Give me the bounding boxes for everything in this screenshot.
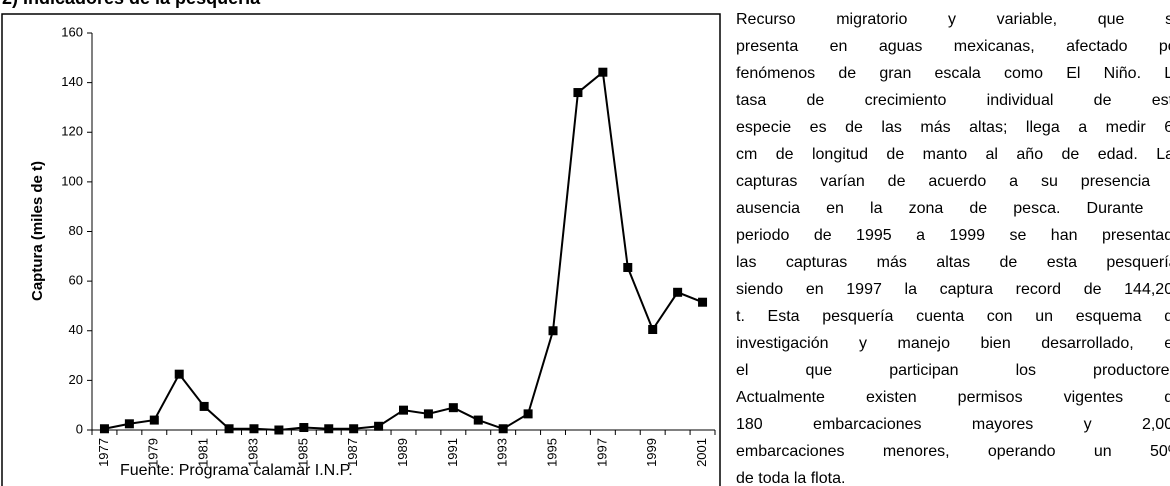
- paragraph: Recurso migratorio y variable, que se pre…: [736, 6, 1170, 486]
- text-line: periodo de 1995 a 1999 se han presentado: [736, 227, 1170, 244]
- x-tick-label: 1993: [495, 438, 510, 467]
- point-marker: [623, 262, 633, 272]
- point-marker: [124, 419, 134, 429]
- text-line: de toda la flota.: [736, 470, 846, 486]
- point-marker: [324, 424, 334, 434]
- chart-frame: [1, 13, 721, 486]
- text-line: Recurso migratorio y variable, que se: [736, 11, 1170, 28]
- text-line: las capturas más altas de esta pesquería…: [736, 254, 1170, 271]
- y-tick-label: 80: [69, 223, 83, 238]
- y-axis-label: Captura (miles de t): [29, 161, 46, 301]
- text-line: tasa de crecimiento individual de esta: [736, 92, 1170, 109]
- y-tick-label: 60: [69, 273, 83, 288]
- x-tick-label: 1989: [395, 438, 410, 467]
- text-line: investigación y manejo bien desarrollado…: [736, 335, 1170, 352]
- point-marker: [698, 297, 708, 307]
- point-marker: [673, 287, 683, 297]
- point-marker: [174, 369, 184, 379]
- text-line: fenómenos de gran escala como El Niño. L…: [736, 65, 1170, 82]
- point-marker: [473, 415, 483, 425]
- point-marker: [399, 405, 408, 415]
- point-marker: [149, 415, 159, 425]
- text-line: siendo en 1997 la captura record de 144,…: [736, 281, 1170, 298]
- point-marker: [423, 409, 433, 419]
- x-tick-label: 1995: [544, 438, 559, 467]
- y-tick-label: 160: [61, 24, 83, 39]
- text-line: especie es de las más altas; llega a med…: [736, 119, 1170, 136]
- point-marker: [598, 67, 608, 77]
- point-marker: [448, 403, 458, 413]
- point-marker: [199, 401, 209, 411]
- text-line: presenta en aguas mexicanas, afectado po…: [736, 38, 1170, 55]
- y-tick-label: 20: [69, 372, 83, 387]
- point-marker: [249, 424, 259, 434]
- y-tick-label: 140: [61, 74, 83, 89]
- y-tick-label: 120: [61, 124, 83, 139]
- x-tick-label: 1991: [445, 438, 460, 467]
- point-marker: [274, 425, 284, 435]
- text-column: Recurso migratorio y variable, que se pre…: [736, 6, 1170, 486]
- x-tick-label: 1981: [196, 438, 211, 467]
- point-marker: [548, 326, 558, 336]
- point-marker: [374, 421, 384, 431]
- text-line: cm de longitud de manto al año de edad. …: [736, 146, 1170, 163]
- point-marker: [349, 424, 359, 434]
- text-line: el que participan los productores.: [736, 362, 1170, 379]
- chart: Captura (miles de t) Fuente: Programa ca…: [1, 13, 721, 486]
- text-line: 180 embarcaciones mayores y 2,000: [736, 416, 1170, 433]
- x-tick-label: 1999: [644, 438, 659, 467]
- point-marker: [498, 424, 508, 434]
- series-line: [104, 70, 703, 432]
- y-tick-label: 40: [69, 322, 83, 337]
- x-tick-label: 1977: [96, 438, 111, 467]
- text-line: embarcaciones menores, operando un 50%: [736, 443, 1170, 460]
- text-line: capturas varían de acuerdo a su presenci…: [736, 173, 1170, 190]
- x-tick-label: 1979: [146, 438, 161, 467]
- y-tick-label: 0: [76, 421, 83, 436]
- x-tick-label: 2001: [694, 438, 709, 467]
- text-line: Actualmente existen permisos vigentes de: [736, 389, 1170, 406]
- x-tick-label: 1983: [245, 438, 260, 467]
- point-marker: [648, 325, 658, 335]
- point-marker: [523, 409, 533, 419]
- point-marker: [99, 424, 109, 434]
- y-tick-label: 100: [61, 173, 83, 188]
- point-marker: [224, 424, 234, 434]
- point-marker: [573, 88, 583, 98]
- x-tick-label: 1985: [295, 438, 310, 467]
- x-tick-label: 1997: [594, 438, 609, 467]
- heading: 2) Indicadores de la pesquería: [2, 0, 260, 9]
- point-marker: [299, 423, 309, 433]
- text-line: t. Esta pesquería cuenta con un esquema …: [736, 308, 1170, 325]
- text-line: ausencia en la zona de pesca. Durante el: [736, 200, 1170, 217]
- source-note: Fuente: Programa calamar I.N.P.: [120, 462, 353, 479]
- x-tick-label: 1987: [345, 438, 360, 467]
